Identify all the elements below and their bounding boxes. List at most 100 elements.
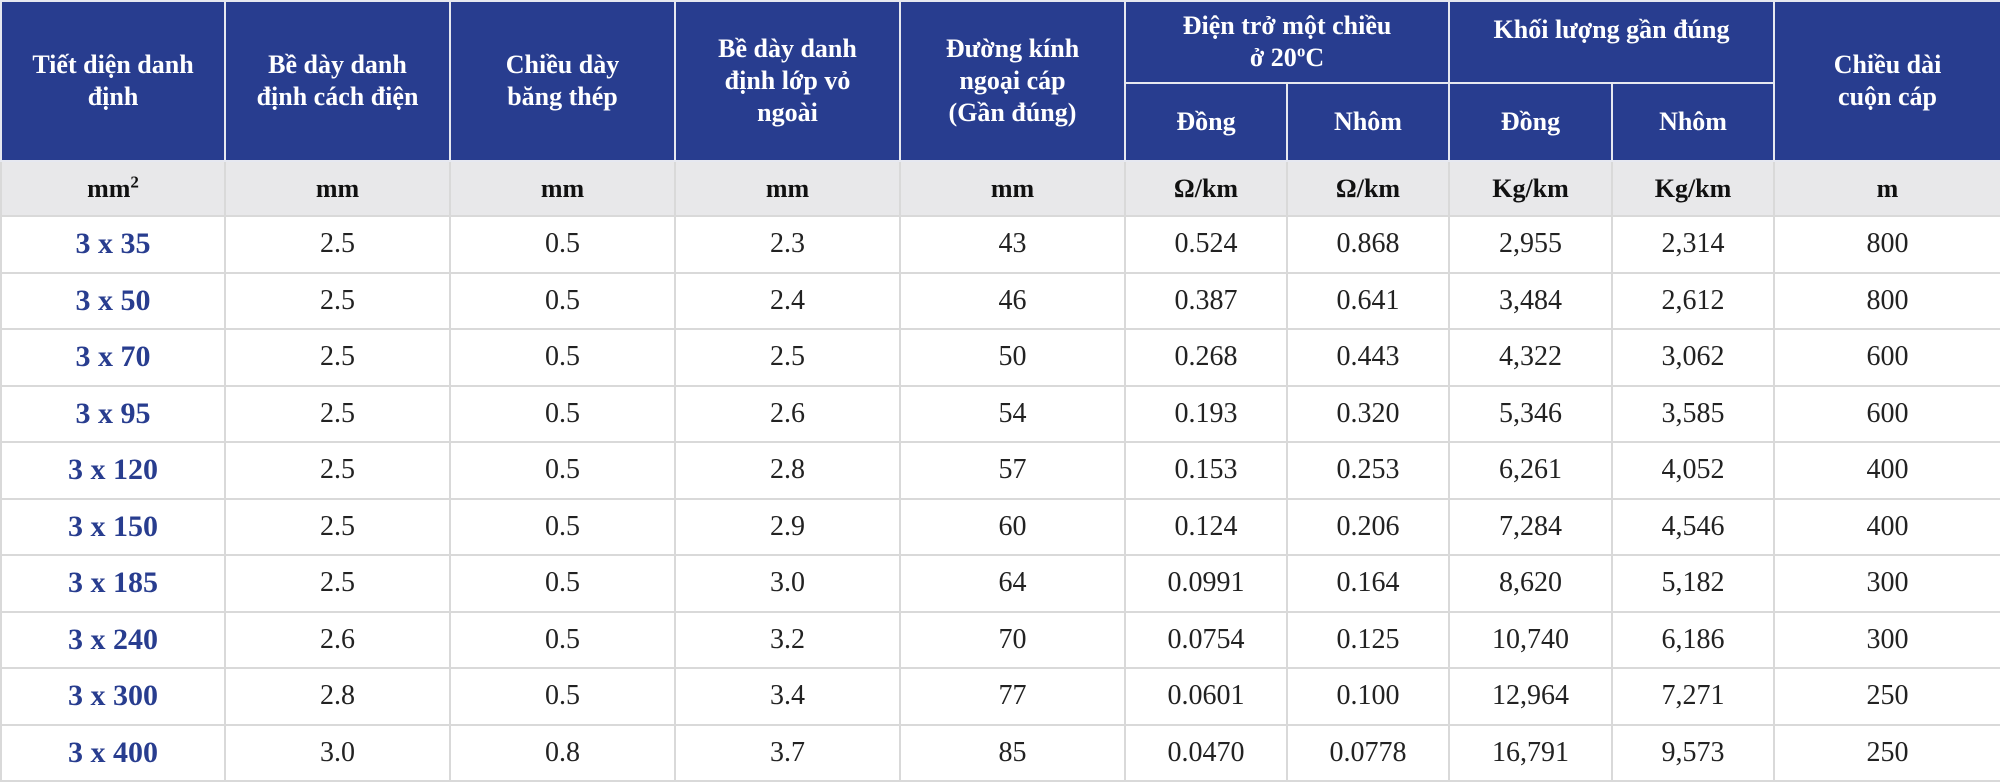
cell-steel-tape: 0.5 [449,384,676,443]
cell-insulation: 2.5 [224,328,451,387]
cell-weight-aluminium: 2,314 [1611,215,1776,274]
cell-res-copper: 0.193 [1124,384,1288,443]
cell-length: 400 [1773,441,2000,500]
subheader-weight-aluminium: Nhôm [1611,82,1776,162]
col-header-steel-tape: Chiều dày băng thép [449,0,676,162]
col-header-diameter-line1: Đường kính [945,34,1080,63]
cell-res-copper: 0.124 [1124,497,1288,556]
unit-res-copper: Ω/km [1124,160,1288,217]
col-header-insulation-line2: định cách điện [256,82,419,111]
resistance-temp-prefix: ở 20 [1249,43,1297,72]
cell-sheath: 3.7 [674,723,901,782]
cell-weight-aluminium: 3,585 [1611,384,1776,443]
cell-length: 800 [1773,271,2000,330]
col-header-length: Chiều dài cuộn cáp [1773,0,2000,162]
cell-res-copper: 0.387 [1124,271,1288,330]
table-row: 3 x 150 2.5 0.5 2.9 60 0.124 0.206 7,284 4,546 40… [0,497,2000,556]
cell-diameter: 85 [899,723,1126,782]
group-header-resistance-line2: ở 20oC [1126,42,1448,74]
cell-weight-aluminium: 4,546 [1611,497,1776,556]
cell-steel-tape: 0.8 [449,723,676,782]
cell-res-copper: 0.153 [1124,441,1288,500]
cell-weight-copper: 4,322 [1448,328,1614,387]
cell-res-copper: 0.0754 [1124,610,1288,669]
cell-weight-copper: 8,620 [1448,554,1614,613]
cell-res-copper: 0.0470 [1124,723,1288,782]
cell-diameter: 70 [899,610,1126,669]
cell-insulation: 2.5 [224,271,451,330]
cell-res-aluminium: 0.206 [1285,497,1451,556]
cell-steel-tape: 0.5 [449,554,676,613]
cell-weight-copper: 5,346 [1448,384,1614,443]
cell-weight-aluminium: 4,052 [1611,441,1776,500]
table-row: 3 x 95 2.5 0.5 2.6 54 0.193 0.320 5,346 3,585 600 [0,384,2000,443]
cell-res-aluminium: 0.443 [1285,328,1451,387]
cell-diameter: 64 [899,554,1126,613]
cell-res-copper: 0.524 [1124,215,1288,274]
cell-size: 3 x 35 [0,215,226,274]
resistance-temp-unit: C [1305,43,1325,72]
cell-insulation: 2.5 [224,497,451,556]
cell-insulation: 2.5 [224,384,451,443]
table-row: 3 x 240 2.6 0.5 3.2 70 0.0754 0.125 10,740 6,186… [0,610,2000,669]
table-row: 3 x 50 2.5 0.5 2.4 46 0.387 0.641 3,484 2,612 800 [0,271,2000,330]
cell-res-aluminium: 0.164 [1285,554,1451,613]
cell-length: 300 [1773,554,2000,613]
col-header-diameter-line2: ngoại cáp [959,66,1066,95]
subheader-resistance-aluminium: Nhôm [1285,82,1451,162]
group-header-resistance: Điện trở một chiều ở 20oC [1123,0,1451,84]
cell-insulation: 2.5 [224,554,451,613]
cell-sheath: 3.0 [674,554,901,613]
cell-weight-copper: 12,964 [1448,667,1614,726]
table-row: 3 x 35 2.5 0.5 2.3 43 0.524 0.868 2,955 2,314 800 [0,215,2000,274]
cell-size: 3 x 400 [0,723,226,782]
table-row: 3 x 70 2.5 0.5 2.5 50 0.268 0.443 4,322 3,062 600 [0,328,2000,387]
units-row: mm2 mm mm mm mm Ω/km Ω/km Kg/km Kg/km m [0,160,2000,217]
cell-weight-aluminium: 2,612 [1611,271,1776,330]
unit-section-text: mm [87,173,131,203]
unit-diameter: mm [899,160,1126,217]
col-header-length-line2: cuộn cáp [1838,82,1937,111]
cell-steel-tape: 0.5 [449,215,676,274]
unit-steel-tape: mm [449,160,676,217]
col-header-insulation: Bề dày danh định cách điện [224,0,451,162]
cell-size: 3 x 185 [0,554,226,613]
table-row: 3 x 185 2.5 0.5 3.0 64 0.0991 0.164 8,620 5,182 3… [0,554,2000,613]
unit-section: mm2 [0,160,226,217]
cell-weight-copper: 2,955 [1448,215,1614,274]
cell-insulation: 2.6 [224,610,451,669]
header-row-main: Tiết diện danh định Bề dày danh định các… [0,0,2000,162]
col-header-length-line1: Chiều dài [1833,50,1942,79]
cell-insulation: 2.8 [224,667,451,726]
cell-steel-tape: 0.5 [449,610,676,669]
cell-length: 600 [1773,384,2000,443]
unit-length: m [1773,160,2000,217]
col-header-diameter-line3: (Gần đúng) [948,98,1077,127]
cell-length: 600 [1773,328,2000,387]
cell-size: 3 x 240 [0,610,226,669]
cell-weight-aluminium: 6,186 [1611,610,1776,669]
col-header-sheath: Bề dày danh định lớp vỏ ngoài [674,0,901,162]
cell-sheath: 2.9 [674,497,901,556]
cell-steel-tape: 0.5 [449,271,676,330]
cell-diameter: 77 [899,667,1126,726]
col-header-insulation-line1: Bề dày danh [268,50,407,79]
cell-weight-aluminium: 3,062 [1611,328,1776,387]
cell-res-copper: 0.268 [1124,328,1288,387]
cell-sheath: 3.2 [674,610,901,669]
cell-size: 3 x 150 [0,497,226,556]
cell-res-aluminium: 0.320 [1285,384,1451,443]
cell-weight-copper: 6,261 [1448,441,1614,500]
cell-res-aluminium: 0.125 [1285,610,1451,669]
col-header-sheath-line2: định lớp vỏ [724,66,851,95]
cell-weight-aluminium: 5,182 [1611,554,1776,613]
cell-diameter: 46 [899,271,1126,330]
cell-weight-copper: 3,484 [1448,271,1614,330]
cell-steel-tape: 0.5 [449,497,676,556]
cell-diameter: 54 [899,384,1126,443]
cell-diameter: 50 [899,328,1126,387]
cell-sheath: 3.4 [674,667,901,726]
degree-sup: o [1296,41,1306,61]
col-header-diameter: Đường kính ngoại cáp (Gần đúng) [899,0,1126,162]
